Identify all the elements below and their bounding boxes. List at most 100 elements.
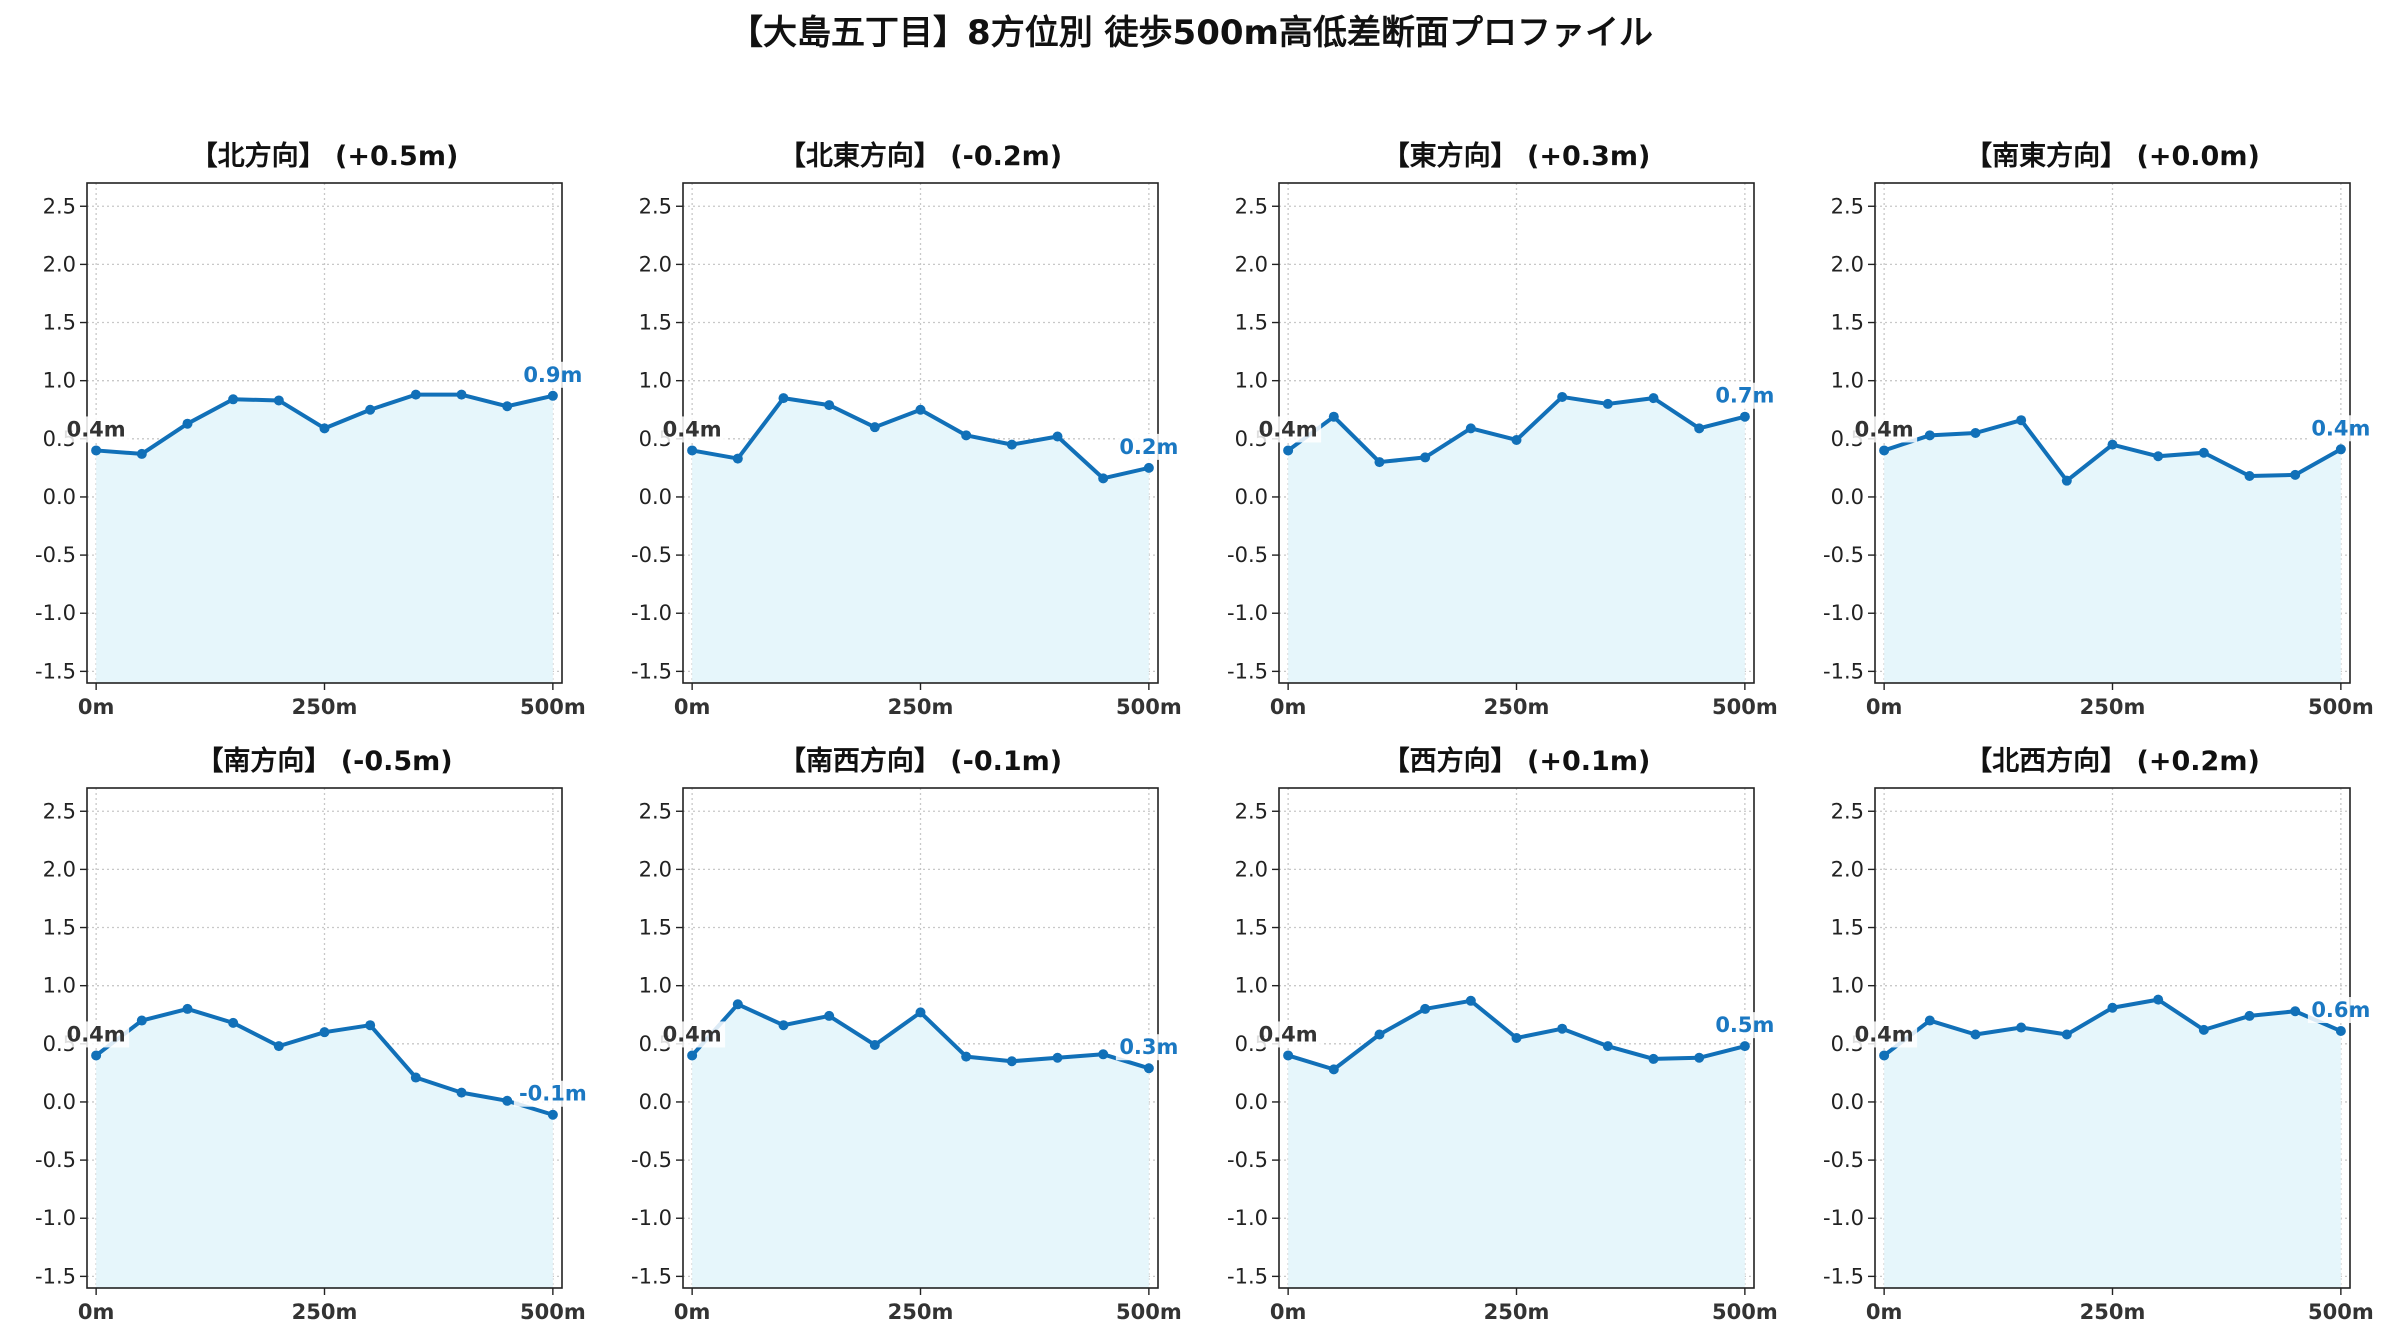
profile-point	[1420, 452, 1431, 463]
y-tick-label: -1.5	[1227, 659, 1268, 683]
profile-point	[1694, 1052, 1705, 1063]
profile-point	[1602, 1041, 1613, 1052]
y-tick-label: 2.5	[1831, 194, 1864, 218]
end-label-box	[2307, 997, 2374, 1024]
y-tick-label: -0.5	[631, 543, 672, 567]
profile-point	[1970, 428, 1981, 438]
start-elevation-label: 0.4m	[67, 1022, 126, 1046]
profile-point	[778, 393, 789, 404]
x-tick-label: 0m	[78, 695, 115, 719]
y-tick-label: 1.0	[1831, 974, 1864, 998]
y-tick-label: 2.0	[1831, 857, 1864, 881]
y-tick-label: 1.0	[1235, 369, 1268, 393]
profile-point	[824, 1010, 835, 1021]
y-tick-label: 2.0	[639, 857, 672, 881]
y-tick-label: 1.5	[1831, 311, 1864, 335]
profile-point	[1328, 411, 1339, 422]
y-tick-label: -1.0	[35, 1206, 76, 1230]
start-label-box	[1255, 1021, 1322, 1048]
profile-area	[1288, 396, 1745, 683]
x-tick-label: 500m	[2308, 1300, 2374, 1324]
profile-point	[1557, 391, 1568, 402]
y-tick-label: 1.0	[1235, 974, 1268, 998]
profile-point	[2061, 1029, 2072, 1040]
profile-point	[1924, 1015, 1935, 1026]
profile-point	[1052, 431, 1063, 442]
y-tick-label: 1.0	[43, 369, 76, 393]
x-tick-label: 250m	[1484, 695, 1550, 719]
profile-point	[1511, 1033, 1522, 1043]
x-tick-label: 500m	[1116, 695, 1182, 719]
profile-area	[1884, 420, 2341, 683]
y-tick-label: -1.0	[631, 1206, 672, 1230]
x-tick-label: 500m	[1712, 1300, 1778, 1324]
y-tick-label: 1.5	[43, 916, 76, 940]
x-tick-label: 250m	[2080, 1300, 2146, 1324]
profile-point	[961, 1051, 972, 1062]
y-tick-label: -1.0	[35, 601, 76, 625]
x-tick-label: 500m	[2308, 695, 2374, 719]
profile-point	[502, 1095, 513, 1106]
profile-point	[456, 389, 467, 400]
profile-point	[687, 445, 698, 456]
profile-point	[91, 1050, 102, 1061]
panel-title: 【北方向】 (+0.5m)	[191, 140, 459, 172]
y-tick-label: 2.0	[1831, 252, 1864, 276]
profile-point	[1098, 473, 1109, 484]
profile-point	[687, 1050, 698, 1061]
profile-area	[96, 394, 553, 683]
y-tick-label: -1.5	[35, 659, 76, 683]
start-label-box	[1851, 416, 1918, 443]
profile-point	[2290, 469, 2301, 480]
y-tick-label: -0.5	[1823, 1148, 1864, 1172]
y-tick-label: -1.5	[631, 659, 672, 683]
start-label-box	[63, 416, 130, 443]
y-tick-label: -1.5	[1823, 659, 1864, 683]
profile-point	[1648, 1053, 1659, 1064]
profile-point	[2016, 415, 2027, 426]
end-label-box	[1115, 433, 1182, 460]
y-tick-label: 0.0	[1235, 1090, 1268, 1114]
panel-title: 【南西方向】 (-0.1m)	[779, 745, 1062, 777]
y-tick-label: 0.0	[639, 485, 672, 509]
profile-point	[1739, 1041, 1750, 1052]
profile-point	[91, 445, 102, 456]
profile-point	[1143, 1063, 1154, 1074]
profile-point	[410, 389, 421, 400]
y-tick-label: 2.5	[639, 194, 672, 218]
panel-1: 【北方向】 (+0.5m)-1.5-1.0-0.50.00.51.01.52.0…	[35, 140, 586, 719]
profile-point	[1283, 445, 1294, 456]
y-tick-label: 1.5	[1235, 916, 1268, 940]
y-tick-label: -1.5	[1823, 1264, 1864, 1288]
y-tick-label: 1.5	[43, 311, 76, 335]
end-elevation-label: 0.9m	[523, 363, 582, 387]
profile-point	[915, 1007, 926, 1018]
y-tick-label: 0.0	[1235, 485, 1268, 509]
start-elevation-label: 0.4m	[663, 417, 722, 441]
profile-point	[2061, 475, 2072, 486]
profile-point	[2153, 994, 2164, 1005]
profile-point	[2335, 444, 2346, 455]
profile-point	[502, 401, 513, 412]
profile-point	[2198, 447, 2209, 458]
y-tick-label: 2.0	[639, 252, 672, 276]
profile-point	[273, 395, 284, 406]
y-tick-label: 0.0	[1831, 1090, 1864, 1114]
profile-point	[136, 448, 147, 459]
start-label-box	[1851, 1021, 1918, 1048]
profile-point	[1328, 1064, 1339, 1075]
x-tick-label: 250m	[292, 695, 358, 719]
y-tick-label: 2.0	[43, 252, 76, 276]
start-label-box	[659, 1021, 726, 1048]
start-label-box	[1255, 416, 1322, 443]
profile-area	[96, 1008, 553, 1288]
y-tick-label: -1.0	[1823, 601, 1864, 625]
y-tick-label: -1.0	[1227, 1206, 1268, 1230]
start-elevation-label: 0.4m	[1855, 1022, 1914, 1046]
profile-area	[1288, 1000, 1745, 1288]
profile-point	[1924, 430, 1935, 441]
x-tick-label: 250m	[1484, 1300, 1550, 1324]
profile-point	[273, 1041, 284, 1052]
profile-point	[915, 404, 926, 415]
